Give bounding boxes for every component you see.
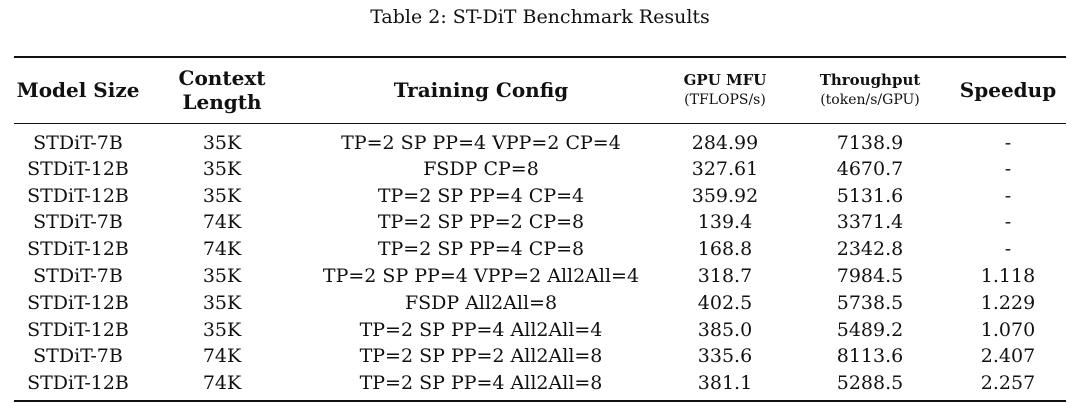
cell-speedup: 1.070 — [980, 318, 1036, 341]
header-gpu-mfu-unit: (TFLOPS/s) — [684, 92, 766, 109]
cell-speedup: 1.118 — [980, 265, 1036, 288]
cell-model-size: STDiT-12B — [27, 291, 129, 314]
table-row: STDiT-7B 74K TP=2 SP PP=2 All2All=8 335.… — [14, 343, 1066, 370]
cell-training-config: TP=2 SP PP=4 VPP=2 All2All=4 — [322, 265, 640, 288]
header-model-size: Model Size — [14, 57, 142, 124]
header-throughput: Throughput (token/s/GPU) — [790, 57, 950, 124]
header-throughput-unit: (token/s/GPU) — [820, 92, 920, 109]
cell-context-length: 35K — [202, 265, 242, 288]
table-row: STDiT-12B 35K TP=2 SP PP=4 CP=4 359.92 5… — [14, 182, 1066, 209]
cell-gpu-mfu: 168.8 — [697, 238, 753, 261]
cell-training-config: TP=2 SP PP=4 All2All=8 — [359, 371, 603, 394]
benchmark-table: Model Size Context Length Training Confi… — [14, 56, 1066, 402]
cell-model-size: STDiT-12B — [27, 238, 129, 261]
cell-context-length: 74K — [202, 238, 242, 261]
cell-throughput: 8113.6 — [836, 345, 904, 368]
cell-speedup: - — [1004, 131, 1012, 154]
table-body: STDiT-7B 35K TP=2 SP PP=4 VPP=2 CP=4 284… — [14, 123, 1066, 401]
cell-context-length: 35K — [202, 157, 242, 180]
cell-training-config: TP=2 SP PP=4 VPP=2 CP=4 — [341, 131, 621, 154]
header-gpu-mfu: GPU MFU (TFLOPS/s) — [660, 57, 790, 124]
cell-throughput: 5131.6 — [836, 184, 904, 207]
cell-throughput: 3371.4 — [836, 211, 904, 234]
cell-context-length: 35K — [202, 318, 242, 341]
cell-model-size: STDiT-7B — [33, 211, 123, 234]
header-training-config: Training Config — [302, 57, 660, 124]
cell-training-config: TP=2 SP PP=2 CP=8 — [377, 211, 585, 234]
cell-training-config: TP=2 SP PP=4 All2All=4 — [359, 318, 603, 341]
cell-training-config: TP=2 SP PP=4 CP=4 — [377, 184, 585, 207]
table-caption: Table 2: ST-DiT Benchmark Results — [370, 6, 710, 28]
cell-training-config: FSDP CP=8 — [423, 157, 539, 180]
cell-gpu-mfu: 139.4 — [697, 211, 753, 234]
table-row: STDiT-12B 74K TP=2 SP PP=4 All2All=8 381… — [14, 370, 1066, 401]
cell-throughput: 7984.5 — [836, 265, 904, 288]
table-row: STDiT-7B 74K TP=2 SP PP=2 CP=8 139.4 337… — [14, 209, 1066, 236]
cell-training-config: TP=2 SP PP=4 CP=8 — [377, 238, 585, 261]
cell-training-config: FSDP All2All=8 — [404, 291, 558, 314]
cell-model-size: STDiT-12B — [27, 318, 129, 341]
cell-gpu-mfu: 284.99 — [691, 131, 759, 154]
table-row: STDiT-12B 35K FSDP CP=8 327.61 4670.7 - — [14, 156, 1066, 183]
cell-training-config: TP=2 SP PP=2 All2All=8 — [359, 345, 603, 368]
header-throughput-label: Throughput — [819, 71, 921, 90]
table-row: STDiT-12B 35K FSDP All2All=8 402.5 5738.… — [14, 289, 1066, 316]
table-row: STDiT-7B 35K TP=2 SP PP=4 VPP=2 All2All=… — [14, 263, 1066, 290]
cell-model-size: STDiT-12B — [27, 371, 129, 394]
cell-gpu-mfu: 318.7 — [697, 265, 753, 288]
header-context-length: Context Length — [142, 57, 302, 124]
cell-gpu-mfu: 381.1 — [697, 371, 753, 394]
cell-speedup: - — [1004, 157, 1012, 180]
cell-model-size: STDiT-7B — [33, 265, 123, 288]
cell-model-size: STDiT-12B — [27, 157, 129, 180]
cell-context-length: 35K — [202, 184, 242, 207]
cell-gpu-mfu: 327.61 — [691, 157, 759, 180]
cell-speedup: - — [1004, 184, 1012, 207]
table-row: STDiT-12B 35K TP=2 SP PP=4 All2All=4 385… — [14, 316, 1066, 343]
cell-context-length: 74K — [202, 345, 242, 368]
cell-model-size: STDiT-7B — [33, 345, 123, 368]
table-row: STDiT-12B 74K TP=2 SP PP=4 CP=8 168.8 23… — [14, 236, 1066, 263]
cell-model-size: STDiT-12B — [27, 184, 129, 207]
cell-gpu-mfu: 402.5 — [697, 291, 753, 314]
cell-throughput: 5489.2 — [836, 318, 904, 341]
cell-context-length: 35K — [202, 291, 242, 314]
cell-speedup: 2.407 — [980, 345, 1036, 368]
table-row: STDiT-7B 35K TP=2 SP PP=4 VPP=2 CP=4 284… — [14, 123, 1066, 156]
cell-gpu-mfu: 335.6 — [697, 345, 753, 368]
cell-context-length: 74K — [202, 371, 242, 394]
cell-model-size: STDiT-7B — [33, 131, 123, 154]
cell-speedup: - — [1004, 211, 1012, 234]
cell-throughput: 7138.9 — [836, 131, 904, 154]
header-row: Model Size Context Length Training Confi… — [14, 57, 1066, 124]
cell-throughput: 4670.7 — [836, 157, 904, 180]
cell-throughput: 5738.5 — [836, 291, 904, 314]
cell-speedup: 2.257 — [980, 371, 1036, 394]
cell-speedup: 1.229 — [980, 291, 1036, 314]
cell-context-length: 35K — [202, 131, 242, 154]
cell-throughput: 5288.5 — [836, 371, 904, 394]
cell-gpu-mfu: 385.0 — [697, 318, 753, 341]
header-speedup: Speedup — [950, 57, 1066, 124]
cell-context-length: 74K — [202, 211, 242, 234]
cell-throughput: 2342.8 — [836, 238, 904, 261]
cell-gpu-mfu: 359.92 — [691, 184, 759, 207]
cell-speedup: - — [1004, 238, 1012, 261]
header-gpu-mfu-label: GPU MFU — [683, 71, 767, 90]
